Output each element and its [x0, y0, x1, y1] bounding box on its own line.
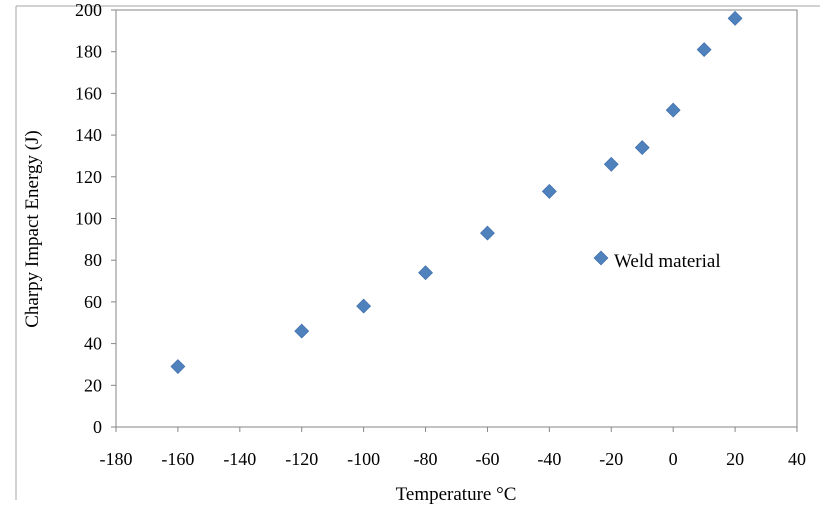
y-tick-label: 200	[75, 0, 102, 20]
legend-label: Weld material	[614, 251, 721, 272]
x-tick-label: -80	[414, 449, 438, 469]
y-tick-label: 20	[84, 375, 102, 395]
x-tick-label: 0	[669, 449, 678, 469]
data-point	[665, 102, 681, 118]
data-point	[696, 42, 712, 58]
plot-area	[115, 9, 798, 428]
data-points	[170, 10, 743, 374]
x-tick-label: -20	[599, 449, 623, 469]
data-point	[634, 140, 650, 156]
y-tick-label: 140	[75, 125, 102, 145]
y-axis-title: Charpy Impact Energy (J)	[22, 130, 43, 328]
data-point	[294, 323, 310, 339]
x-tick-label: 40	[788, 449, 806, 469]
data-point	[727, 10, 743, 26]
data-point	[541, 183, 557, 199]
data-point	[170, 359, 186, 374]
y-tick-label: 60	[84, 292, 102, 312]
data-point	[480, 225, 495, 241]
data-point	[418, 265, 433, 281]
x-tick-label: -40	[537, 449, 561, 469]
y-tick-label: 180	[75, 42, 102, 62]
x-tick-label: -100	[347, 449, 380, 469]
x-tick-label: -160	[161, 449, 194, 469]
legend-marker-diamond	[593, 250, 609, 266]
y-tick-label: 0	[93, 417, 102, 437]
data-point	[356, 298, 372, 314]
y-tick-label: 120	[75, 167, 102, 187]
y-tick-label: 160	[75, 83, 102, 103]
x-tick-label: -180	[100, 449, 133, 469]
x-tick-label: -140	[223, 449, 256, 469]
y-tick-label: 100	[75, 209, 102, 229]
y-tick-label: 40	[84, 334, 102, 354]
x-axis-title: Temperature °C	[396, 484, 517, 505]
x-tick-label: 20	[726, 449, 744, 469]
x-tick-label: -60	[475, 449, 499, 469]
data-point	[603, 156, 619, 172]
x-tick-label: -120	[285, 449, 318, 469]
legend: Weld material	[593, 250, 721, 272]
y-tick-label: 80	[84, 250, 102, 270]
